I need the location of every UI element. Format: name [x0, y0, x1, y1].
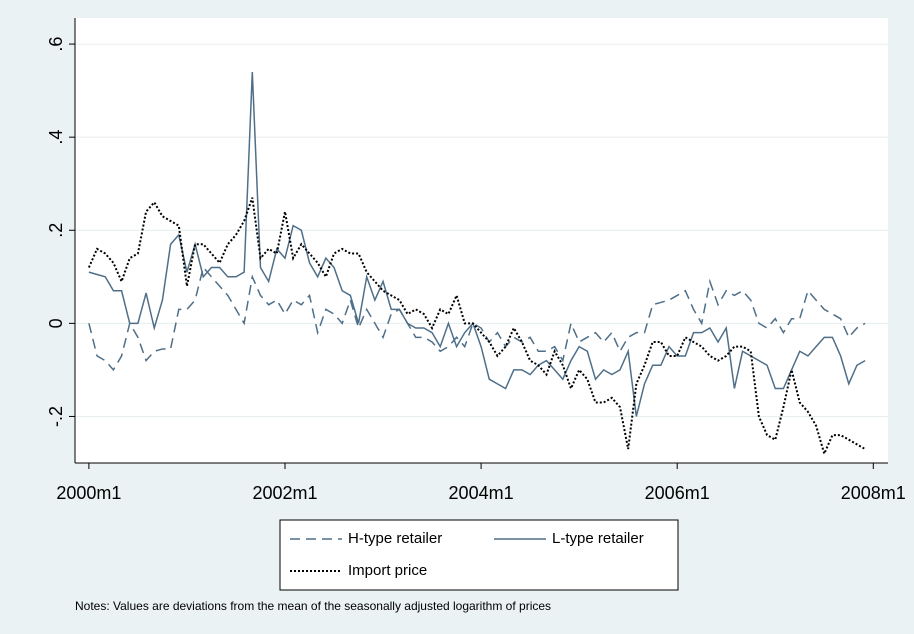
- series-line: [88, 71, 866, 417]
- y-tick-label: 0: [46, 318, 66, 328]
- x-tick-label: 2006m1: [645, 483, 710, 503]
- legend-label: Import price: [348, 562, 427, 579]
- y-tick-label: .2: [46, 223, 66, 238]
- note: Notes: Values are deviations from the me…: [75, 599, 551, 613]
- y-tick-label: .6: [46, 37, 66, 52]
- series-line: [88, 265, 866, 372]
- legend-box: [279, 519, 679, 591]
- x-tick-label: 2004m1: [449, 483, 514, 503]
- lines: [87, 71, 866, 457]
- x-tick-label: 2002m1: [252, 483, 317, 503]
- grid: [75, 43, 888, 417]
- series-line: [87, 197, 866, 457]
- legend-label: L-type retailer: [552, 530, 644, 547]
- axes: -.2 0 .2 .4 .6 2000m1 2002m1 2004m1 2006m1 2008m1: [46, 37, 906, 503]
- legend-label: H-type retailer: [348, 530, 442, 547]
- x-tick-label: 2008m1: [841, 483, 906, 503]
- plot-area: [75, 18, 888, 463]
- legend: H-type retailer L-type retailer Import pri…: [290, 530, 644, 579]
- y-tick-label: -.2: [46, 406, 66, 427]
- x-tick-label: 2000m1: [56, 483, 121, 503]
- y-tick-label: .4: [46, 130, 66, 145]
